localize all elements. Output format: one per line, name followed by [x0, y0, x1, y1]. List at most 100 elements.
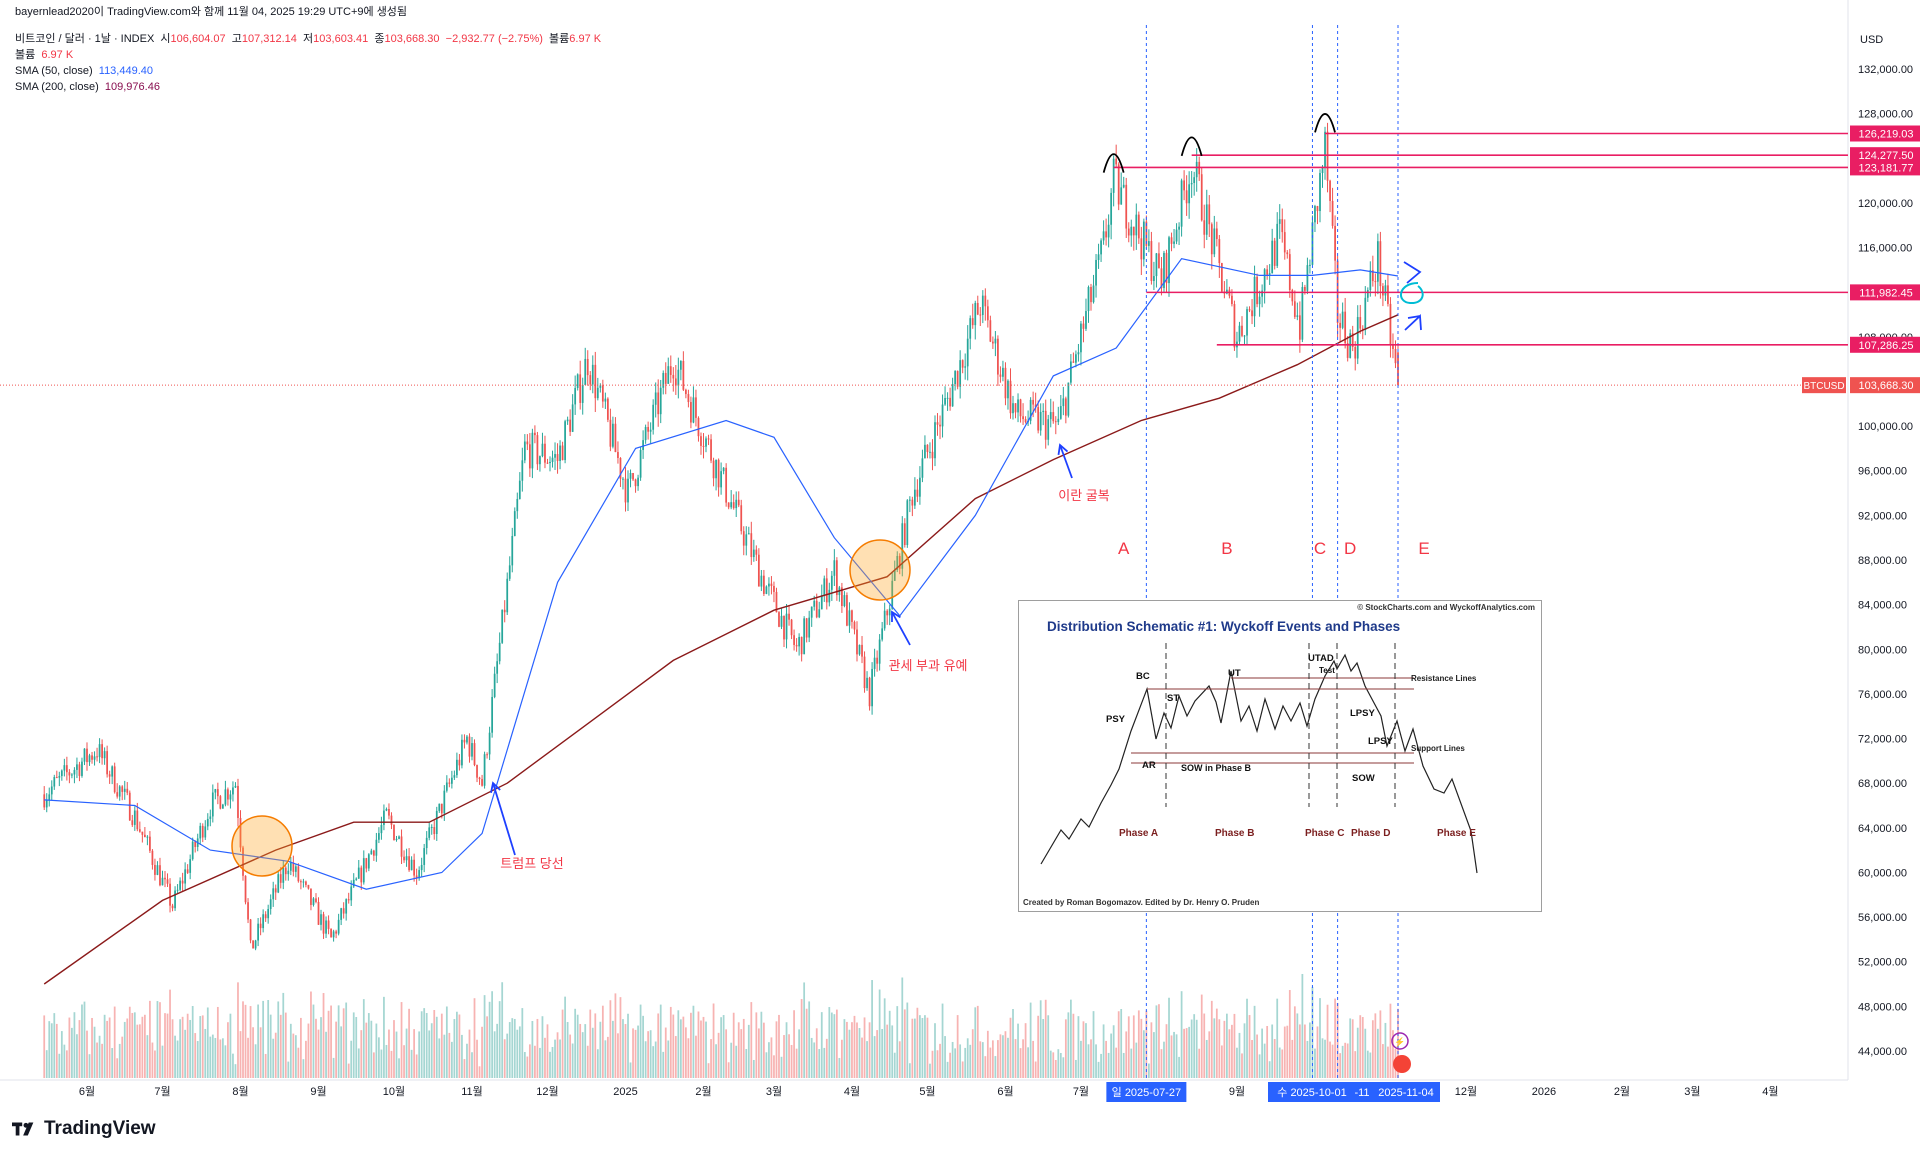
volume-bar [277, 1001, 280, 1078]
volume-bar [1150, 1022, 1153, 1078]
volume-bar [1107, 1052, 1110, 1078]
candle-body [1301, 286, 1304, 340]
volume-bar [1160, 1049, 1163, 1078]
candle-body [561, 445, 564, 461]
volume-bar [284, 1012, 287, 1078]
volume-bar [790, 1044, 793, 1078]
volume-bar [184, 1029, 187, 1078]
candle-body [131, 820, 134, 825]
volume-bar [516, 1029, 519, 1078]
candle-body [554, 454, 556, 458]
price-level-tag [1850, 284, 1920, 301]
volume-bar [1293, 1006, 1296, 1078]
sma200-legend[interactable]: SMA (200, close) 109,976.46 [15, 80, 160, 95]
candle-body [327, 920, 330, 929]
volume-bar [969, 1044, 972, 1078]
volume-bar [279, 1014, 282, 1078]
candle-body [330, 928, 332, 938]
volume-bar [1226, 1013, 1228, 1078]
volume-bar [1077, 1016, 1080, 1078]
candle-body [1047, 419, 1050, 440]
flag-icon[interactable] [1393, 1055, 1411, 1073]
volume-bar [315, 1018, 317, 1078]
volume-bar [229, 1013, 232, 1078]
volume-bar [798, 1029, 800, 1078]
candle-body [206, 818, 209, 827]
volume-bar [461, 1034, 463, 1078]
candle-body [813, 600, 816, 607]
candle-body [1024, 419, 1027, 423]
candle-body [1366, 290, 1369, 298]
volume-bar [435, 1016, 438, 1078]
x-tick-label: 9월 [1229, 1085, 1245, 1098]
volume-bar [896, 1006, 899, 1078]
volume-bar [214, 1037, 217, 1078]
candle-body [357, 867, 360, 879]
candle-body [1331, 200, 1334, 226]
volume-bar [249, 1006, 252, 1078]
candle-body [873, 657, 876, 669]
volume-bar [395, 1031, 398, 1078]
candle-body [98, 744, 101, 758]
candle-body [888, 608, 891, 616]
volume-bar [1261, 1028, 1263, 1078]
volume-bar [383, 996, 385, 1078]
volume-bar [876, 1030, 879, 1078]
volume-bar [272, 1038, 275, 1078]
candle-body [591, 364, 594, 385]
candle-body [652, 404, 655, 430]
volume-bar [770, 1037, 773, 1078]
phase-label-D: D [1344, 539, 1356, 558]
volume-bar [926, 1017, 929, 1078]
candle-body [634, 479, 637, 487]
candle-body [151, 850, 154, 865]
volume-bar [194, 1033, 197, 1078]
candle-body [566, 419, 569, 422]
volume-bar [617, 1033, 619, 1078]
candle-body [1188, 184, 1191, 204]
candle-body [911, 499, 914, 506]
candle-body [705, 438, 707, 447]
candle-body [108, 774, 111, 777]
wyckoff-price-path [1040, 653, 1478, 874]
volume-bar [438, 1038, 441, 1078]
volume-bar [506, 1033, 509, 1078]
volume-bar [430, 1023, 433, 1078]
symbol-legend[interactable]: 비트코인 / 달러 · 1날 · INDEX 시106,604.07 고107,… [15, 32, 601, 47]
candle-body [971, 318, 974, 326]
sma200-value: 109,976.46 [104, 81, 160, 93]
candle-body [488, 732, 491, 755]
volume-bar [1233, 1013, 1236, 1078]
candle-body [559, 445, 561, 461]
volume-bar [370, 1020, 373, 1078]
volume-bar [1100, 1053, 1102, 1078]
candle-body [1044, 410, 1047, 440]
candle-body [456, 759, 458, 776]
phase-label-C: C [1314, 539, 1326, 558]
peak-arc [1314, 113, 1336, 133]
candle-body [239, 817, 242, 848]
candle-body [994, 338, 997, 344]
candle-body [861, 644, 863, 657]
volume-bar [775, 1021, 778, 1078]
candle-body [274, 888, 277, 893]
volume-bar [986, 1030, 989, 1078]
sma50-legend[interactable]: SMA (50, close) 113,449.40 [15, 64, 153, 79]
volume-bar [599, 1021, 602, 1078]
tradingview-logo[interactable]: TradingView [12, 1118, 156, 1140]
volume-bar [440, 1013, 443, 1078]
volume-bar [976, 1005, 979, 1078]
lightning-icon[interactable] [1391, 1032, 1409, 1050]
volume-bar [1075, 1059, 1077, 1078]
price-level-tag [1850, 336, 1920, 353]
candle-body [189, 859, 192, 873]
volume-bar [606, 1036, 609, 1078]
volume-bar [1281, 1049, 1284, 1078]
candle-body [383, 810, 385, 825]
volume-bar [1203, 1013, 1206, 1078]
volume-legend[interactable]: 볼륨 6.97 K [15, 48, 73, 63]
volume-bar [128, 1006, 131, 1078]
volume-bar [1236, 1047, 1238, 1078]
volume-label: 볼륨 [549, 33, 570, 45]
